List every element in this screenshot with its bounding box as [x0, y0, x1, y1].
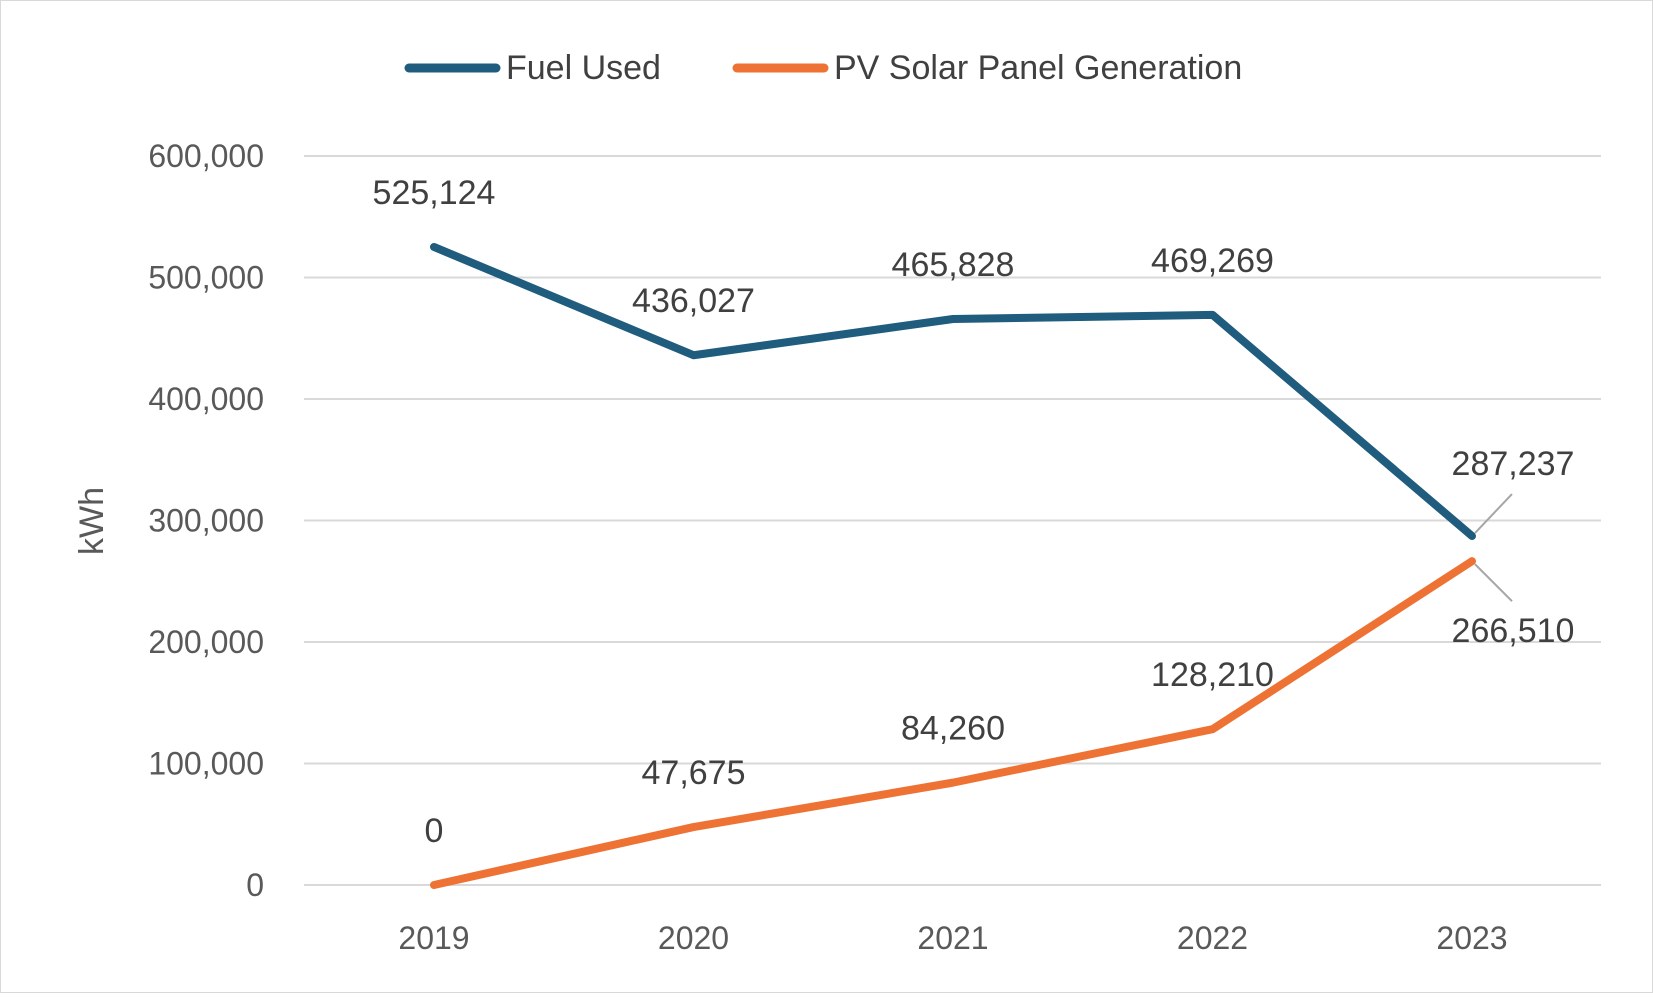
data-point-s1-3 — [1212, 728, 1213, 730]
legend-label-fuel-used: Fuel Used — [506, 49, 661, 87]
y-tick-label-5: 500,000 — [148, 260, 264, 296]
data-point-s1-1 — [693, 826, 694, 828]
y-axis-title: kWh — [73, 487, 111, 555]
x-tick-label-2022: 2022 — [1177, 920, 1248, 956]
data-label-s1-2: 84,260 — [901, 710, 1005, 748]
legend-label-pv-solar-panel-generation: PV Solar Panel Generation — [834, 49, 1242, 87]
leader-line-fuel-2023 — [1474, 493, 1513, 534]
series-lines — [430, 242, 1476, 889]
y-tick-label-2: 200,000 — [148, 624, 264, 660]
y-tick-label-3: 300,000 — [148, 503, 264, 539]
x-tick-label-2023: 2023 — [1436, 920, 1507, 956]
data-label-s0-2: 465,828 — [892, 246, 1015, 284]
x-tick-label-2019: 2019 — [398, 920, 469, 956]
data-label-s1-1: 47,675 — [642, 754, 746, 792]
x-axis-ticks: 2019 2020 2021 2022 2023 — [398, 920, 1507, 956]
data-point-s0-4 — [1471, 535, 1473, 537]
y-tick-label-1: 100,000 — [148, 746, 264, 782]
y-tick-label-6: 600,000 — [148, 138, 264, 174]
data-point-s0-1 — [693, 354, 694, 356]
data-point-s1-0 — [433, 884, 435, 886]
x-tick-label-2020: 2020 — [658, 920, 729, 956]
data-label-s1-0: 0 — [425, 812, 444, 850]
data-label-s1-3: 128,210 — [1151, 656, 1274, 694]
data-point-s1-2 — [952, 782, 954, 784]
data-label-s0-4: 287,237 — [1452, 445, 1575, 483]
data-label-s0-3: 469,269 — [1151, 242, 1274, 280]
leader-lines — [1474, 493, 1513, 602]
y-tick-label-0: 0 — [246, 867, 264, 903]
legend: Fuel Used PV Solar Panel Generation — [404, 49, 1242, 87]
data-point-s0-3 — [1212, 314, 1213, 316]
gridlines — [304, 155, 1601, 886]
data-labels: 525,124 436,027 465,828 469,269 287,237 0 47,6… — [373, 174, 1575, 850]
data-point-s0-0 — [433, 246, 435, 248]
data-label-s0-0: 525,124 — [373, 174, 496, 212]
y-axis-ticks: 0 100,000 200,000 300,000 400,000 500,000 600,… — [148, 138, 264, 903]
data-point-s1-4 — [1471, 560, 1473, 562]
data-point-s0-2 — [952, 318, 954, 320]
leader-line-pv-2023 — [1474, 563, 1513, 602]
data-label-s1-4: 266,510 — [1452, 612, 1575, 650]
y-tick-label-4: 400,000 — [148, 381, 264, 417]
data-label-s0-1: 436,027 — [632, 282, 755, 320]
x-tick-label-2021: 2021 — [917, 920, 988, 956]
series-line-0 — [430, 242, 1476, 541]
